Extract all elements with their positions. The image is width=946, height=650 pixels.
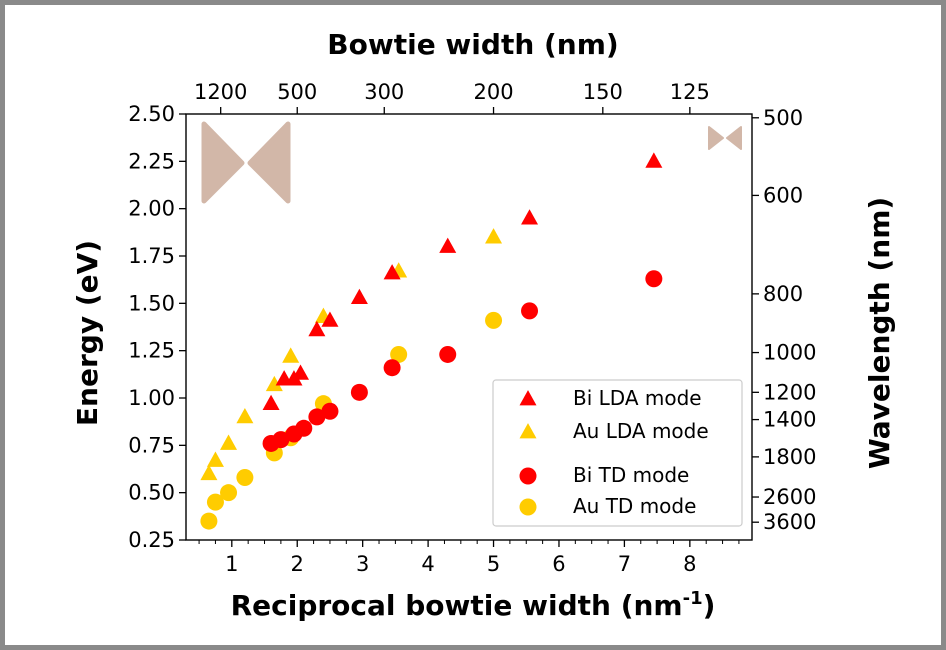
x-tick-label: 7	[618, 552, 631, 576]
x-tick-label: 1	[225, 552, 238, 576]
right-tick-label: 800	[763, 282, 803, 306]
legend-box	[492, 379, 743, 527]
x-axis-title-main: Reciprocal bowtie width (nm	[231, 589, 683, 622]
point-bi-td-mode	[521, 302, 539, 320]
y-tick-label: 1.00	[128, 386, 175, 410]
small-bowtie-left	[708, 126, 724, 150]
bowtie-insets	[201, 121, 742, 204]
point-au-lda-mode	[200, 464, 218, 481]
point-bi-lda-mode	[645, 152, 663, 168]
y-tick-label: 2.50	[128, 102, 175, 126]
legend-marker-au-td-mode	[519, 498, 537, 516]
point-au-lda-mode	[485, 228, 503, 244]
axes: 1 2 3 4 5 6 7 8 0.25 0.50 0.75 1.00 1.25 1.50 1.75 2.00…	[128, 80, 816, 576]
legend-marker-bi-td-mode	[519, 467, 537, 485]
large-bowtie-left	[201, 121, 245, 204]
point-au-td-mode	[485, 311, 503, 329]
small-bowtie-right	[726, 126, 742, 150]
right-tick-label: 600	[763, 183, 803, 207]
y-tick-label: 1.50	[128, 291, 175, 315]
point-bi-td-mode	[350, 383, 368, 401]
x-tick-label: 2	[291, 552, 304, 576]
point-bi-td-mode	[439, 345, 457, 363]
point-bi-lda-mode	[262, 394, 280, 411]
top-tick-label: 300	[364, 80, 404, 104]
right-tick-label: 3600	[763, 510, 816, 534]
y-tick-label: 2.25	[128, 149, 175, 173]
point-bi-td-mode	[645, 270, 663, 288]
y-tick-label: 1.25	[128, 339, 175, 363]
point-au-lda-mode	[220, 434, 238, 450]
point-au-lda-mode	[265, 375, 283, 392]
y-axis-title: Energy (eV)	[71, 240, 104, 426]
point-au-td-mode	[206, 493, 224, 511]
top-tick-label: 1200	[194, 80, 247, 104]
point-au-td-mode	[390, 345, 408, 363]
point-bi-lda-mode	[350, 288, 368, 305]
point-bi-td-mode	[272, 431, 290, 449]
x-axis-title: Reciprocal bowtie width (nm-1)	[231, 588, 716, 622]
point-au-td-mode	[236, 469, 254, 487]
x-tick-label: 5	[487, 552, 500, 576]
y-tick-label: 0.25	[128, 528, 175, 552]
legend-label-bi-td: Bi TD mode	[573, 463, 689, 487]
y-tick-label: 0.75	[128, 433, 175, 457]
legend: Bi LDA mode Au LDA mode Bi TD mode Au TD…	[492, 379, 743, 527]
point-bi-td-mode	[308, 408, 326, 426]
large-bowtie-right	[247, 121, 291, 204]
x-tick-label: 4	[421, 552, 434, 576]
data-marks	[200, 152, 663, 530]
right-tick-label: 1400	[763, 408, 816, 432]
x-tick-label: 6	[552, 552, 565, 576]
y-tick-label: 0.50	[128, 481, 175, 505]
x-axis-title-suffix: )	[703, 589, 716, 622]
x-tick-label: 3	[356, 552, 369, 576]
point-bi-td-mode	[295, 419, 313, 437]
top-axis-title: Bowtie width (nm)	[327, 28, 618, 61]
top-tick-label: 150	[583, 80, 623, 104]
point-au-td-mode	[220, 484, 238, 502]
legend-label-bi-lda: Bi LDA mode	[573, 386, 702, 410]
point-au-lda-mode	[206, 451, 224, 467]
legend-marker-bi-lda-mode	[519, 390, 537, 406]
point-au-lda-mode	[236, 408, 254, 424]
figure-frame: 1 2 3 4 5 6 7 8 0.25 0.50 0.75 1.00 1.25 1.50 1.75 2.00…	[5, 5, 941, 645]
top-tick-label: 500	[277, 80, 317, 104]
x-tick-label: 8	[683, 552, 696, 576]
point-bi-lda-mode	[439, 237, 457, 253]
top-tick-label: 200	[473, 80, 513, 104]
y-tick-label: 1.75	[128, 244, 175, 268]
point-bi-td-mode	[321, 402, 339, 420]
legend-marker-au-lda-mode	[519, 423, 537, 439]
point-bi-lda-mode	[308, 320, 326, 337]
legend-label-au-td: Au TD mode	[573, 494, 696, 518]
right-tick-label: 2600	[763, 485, 816, 509]
legend-label-au-lda: Au LDA mode	[573, 419, 709, 443]
point-au-td-mode	[200, 512, 218, 530]
right-axis-title: Wavelength (nm)	[863, 197, 896, 469]
y-tick-label: 2.00	[128, 197, 175, 221]
x-axis-title-superscript: -1	[683, 588, 703, 609]
right-tick-label: 1000	[763, 341, 816, 365]
scatter-chart: 1 2 3 4 5 6 7 8 0.25 0.50 0.75 1.00 1.25 1.50 1.75 2.00…	[71, 28, 896, 622]
point-au-lda-mode	[282, 347, 300, 363]
plot-frame	[185, 113, 753, 541]
right-tick-label: 1800	[763, 445, 816, 469]
point-bi-lda-mode	[321, 311, 339, 327]
point-bi-lda-mode	[383, 264, 401, 280]
right-tick-label: 500	[763, 106, 803, 130]
point-bi-lda-mode	[521, 209, 539, 225]
top-tick-label: 125	[670, 80, 710, 104]
point-bi-lda-mode	[292, 364, 310, 380]
point-bi-td-mode	[383, 359, 401, 377]
right-tick-label: 1200	[763, 380, 816, 404]
